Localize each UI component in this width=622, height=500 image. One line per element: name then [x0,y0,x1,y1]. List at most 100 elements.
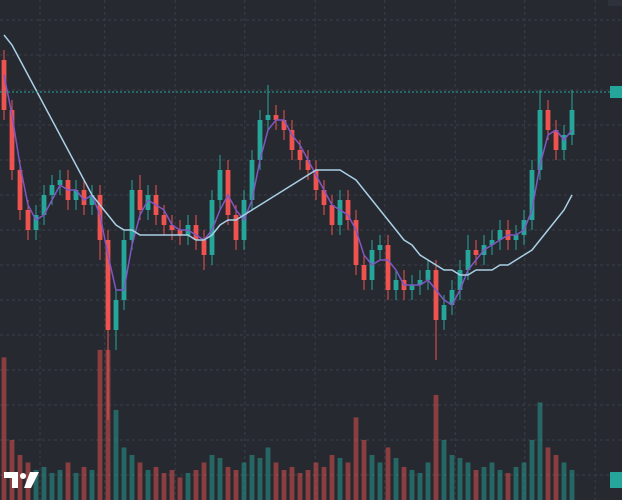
volume-bar [241,462,247,500]
candle-body [169,225,175,230]
volume-bar [225,466,231,500]
volume-bar [73,472,79,500]
candle-body [489,240,495,245]
candle-body [121,240,127,300]
candle-body [129,190,135,240]
volume-bar [529,439,535,500]
volume-bar [385,447,391,500]
volume-bar [297,472,303,500]
candle-body [161,215,167,225]
volume-bar [425,462,431,500]
candle-body [137,190,143,210]
volume-bar [505,472,511,500]
candle-body [433,270,439,320]
volume-bar [433,394,439,500]
volume-bar [449,454,455,500]
volume-bar [17,454,23,500]
volume-bar [441,439,447,500]
volume-bar [233,469,239,500]
candle-body [321,190,327,205]
candle-body [297,150,303,160]
candle-body [473,250,479,255]
candle-body [545,110,551,130]
candle-body [9,110,15,170]
candle-body [409,285,415,290]
volume-bar [33,469,39,500]
candle-body [265,115,271,120]
volume-bar [457,457,463,500]
volume-bar [401,466,407,500]
volume-bar [129,454,135,500]
candle-body [89,195,95,205]
candle-body [41,195,47,215]
volume-bar [145,469,151,500]
volume-bar [209,454,215,500]
candle-body [361,265,367,280]
volume-bar [201,462,207,500]
candle-body [73,190,79,200]
candle-body [233,215,239,240]
candle-body [553,130,559,150]
candle-body [25,210,31,230]
volume-bar [393,457,399,500]
volume-bar [561,462,567,500]
volume-bar [121,447,127,500]
volume-bar [257,457,263,500]
candle-body [113,300,119,330]
candle-body [537,110,543,170]
volume-bar [177,477,183,500]
volume-bar [265,447,271,500]
candle-body [569,110,575,135]
logo-mark [24,472,39,488]
volume-bar [545,447,551,500]
volume-bar [65,462,71,500]
volume-bar [153,466,159,500]
volume-bar [289,466,295,500]
axis-edge [608,0,622,6]
volume-bar [169,469,175,500]
candle-body [17,170,23,210]
volume-bar [465,462,471,500]
candle-body [105,240,111,330]
candle-body [305,160,311,170]
volume-bar [249,454,255,500]
candle-body [345,200,351,220]
candle-body [449,290,455,305]
moving-average [3,74,573,307]
logo-dot [20,473,26,479]
volume-marker [610,472,622,488]
volume-bar [513,466,519,500]
volume-bar [57,469,63,500]
candle-body [441,305,447,320]
volume-bar [409,469,415,500]
volume-bar [1,357,7,500]
volume-bar [161,472,167,500]
volume-bar [137,462,143,500]
candle-body [209,200,215,255]
volume-bar [89,469,95,500]
candle-body [217,170,223,200]
logo [4,472,39,488]
volume-bar [521,462,527,500]
logo-mark [4,472,18,488]
candle-body [81,190,87,205]
volume-bar [481,466,487,500]
volume-bar [473,469,479,500]
candle-body [529,170,535,220]
volume-bar [569,469,575,500]
volume-bar [497,469,503,500]
candle-body [281,120,287,130]
volume-bar [537,402,543,500]
candle-body [1,60,7,110]
volume-bar [489,462,495,500]
volume-bar [41,466,47,500]
candle-body [193,225,199,240]
candle-body [497,230,503,240]
candle-body [329,205,335,225]
candle-body [353,220,359,265]
volume-bar [273,462,279,500]
candle-body [201,240,207,255]
candle-body [249,160,255,200]
volume-bar [193,469,199,500]
